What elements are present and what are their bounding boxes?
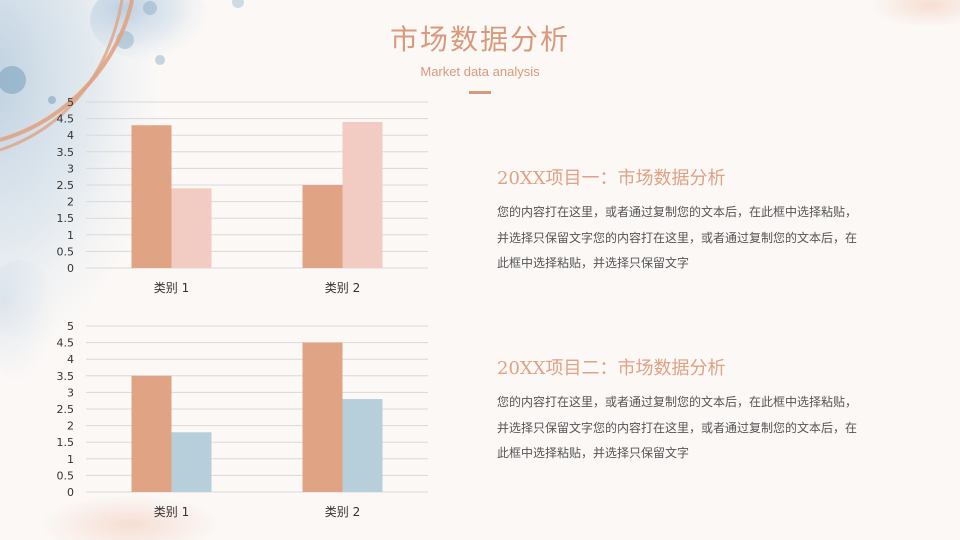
y-tick-label: 0.5: [57, 469, 75, 482]
y-tick-label: 2.5: [57, 403, 75, 416]
y-tick-label: 1.5: [57, 212, 75, 225]
category-label: 类别 2: [325, 505, 360, 519]
bar-series-2-1: [171, 188, 212, 268]
project-two-line: 您的内容打在这里，或者通过复制您的文本后，在此框中选择粘贴，: [497, 395, 858, 409]
y-tick-label: 1: [67, 229, 74, 242]
bar-series-1-2: [302, 185, 343, 268]
title-block: 市场数据分析 Market data analysis: [0, 18, 960, 94]
y-tick-label: 2.5: [57, 179, 75, 192]
y-tick-label: 0: [67, 486, 74, 499]
y-tick-label: 4.5: [57, 113, 75, 126]
y-tick-label: 2: [67, 196, 74, 209]
bar-chart-1-svg: 0 0.5 1 1.5 2 2.5 3 3.5 4 4.5 5 类别 1 类别 2: [57, 96, 428, 295]
category-label: 类别 1: [154, 281, 189, 295]
project-one-body: 您的内容打在这里，或者通过复制您的文本后，在此框中选择粘贴， 并选择只保留文字您…: [497, 200, 927, 277]
project-two-line: 并选择只保留文字您的内容打在这里，或者通过复制您的文本后，在: [497, 420, 858, 435]
bar-series-1-1: [131, 375, 172, 492]
project-one-line: 此框中选择粘贴，并选择只保留文字: [497, 256, 690, 270]
y-tick-label: 3: [67, 386, 74, 399]
bar-series-2-2: [342, 121, 383, 268]
bar-series-1-1: [131, 125, 172, 269]
bar-chart-2-svg: 0 0.5 1 1.5 2 2.5 3 3.5 4 4.5 5 类别 1 类别 2: [57, 320, 428, 519]
y-tick-label: 0: [67, 262, 74, 275]
bar-chart-1: 0 0.5 1 1.5 2 2.5 3 3.5 4 4.5 5 类别 1 类别 2: [0, 94, 440, 304]
project-one-title: 20XX项目一：市场数据分析: [497, 168, 726, 189]
y-tick-label: 1.5: [57, 436, 75, 449]
project-two-line: 此框中选择粘贴，并选择只保留文字: [497, 446, 690, 460]
page-title: 市场数据分析: [389, 23, 570, 56]
project-one-line: 您的内容打在这里，或者通过复制您的文本后，在此框中选择粘贴，: [497, 205, 858, 219]
title-divider: [469, 91, 491, 94]
bar-series-2-1: [171, 432, 212, 492]
y-tick-label: 0.5: [57, 245, 75, 258]
bar-series-2-2: [342, 399, 383, 492]
y-tick-label: 4: [67, 353, 74, 366]
bar-chart-2: 0 0.5 1 1.5 2 2.5 3 3.5 4 4.5 5 类别 1 类别 2: [0, 318, 440, 528]
y-tick-label: 5: [67, 320, 74, 333]
y-tick-label: 4.5: [57, 337, 75, 350]
bar-series-1-2: [302, 342, 343, 492]
category-label: 类别 1: [154, 505, 189, 519]
y-tick-label: 3.5: [57, 370, 75, 383]
category-label: 类别 2: [325, 281, 360, 295]
project-one-line: 并选择只保留文字您的内容打在这里，或者通过复制您的文本后，在: [497, 230, 858, 245]
page-subtitle: Market data analysis: [420, 64, 540, 79]
y-tick-label: 2: [67, 420, 74, 433]
project-two-block: 20XX项目二：市场数据分析 您的内容打在这里，或者通过复制您的文本后，在此框中…: [497, 356, 927, 467]
y-tick-label: 3: [67, 162, 74, 175]
y-tick-label: 1: [67, 453, 74, 466]
project-two-title: 20XX项目二：市场数据分析: [497, 358, 726, 379]
project-one-block: 20XX项目一：市场数据分析 您的内容打在这里，或者通过复制您的文本后，在此框中…: [497, 166, 927, 277]
project-two-body: 您的内容打在这里，或者通过复制您的文本后，在此框中选择粘贴， 并选择只保留文字您…: [497, 390, 927, 467]
y-tick-label: 3.5: [57, 146, 75, 159]
y-tick-label: 5: [67, 96, 74, 109]
y-tick-label: 4: [67, 129, 74, 142]
